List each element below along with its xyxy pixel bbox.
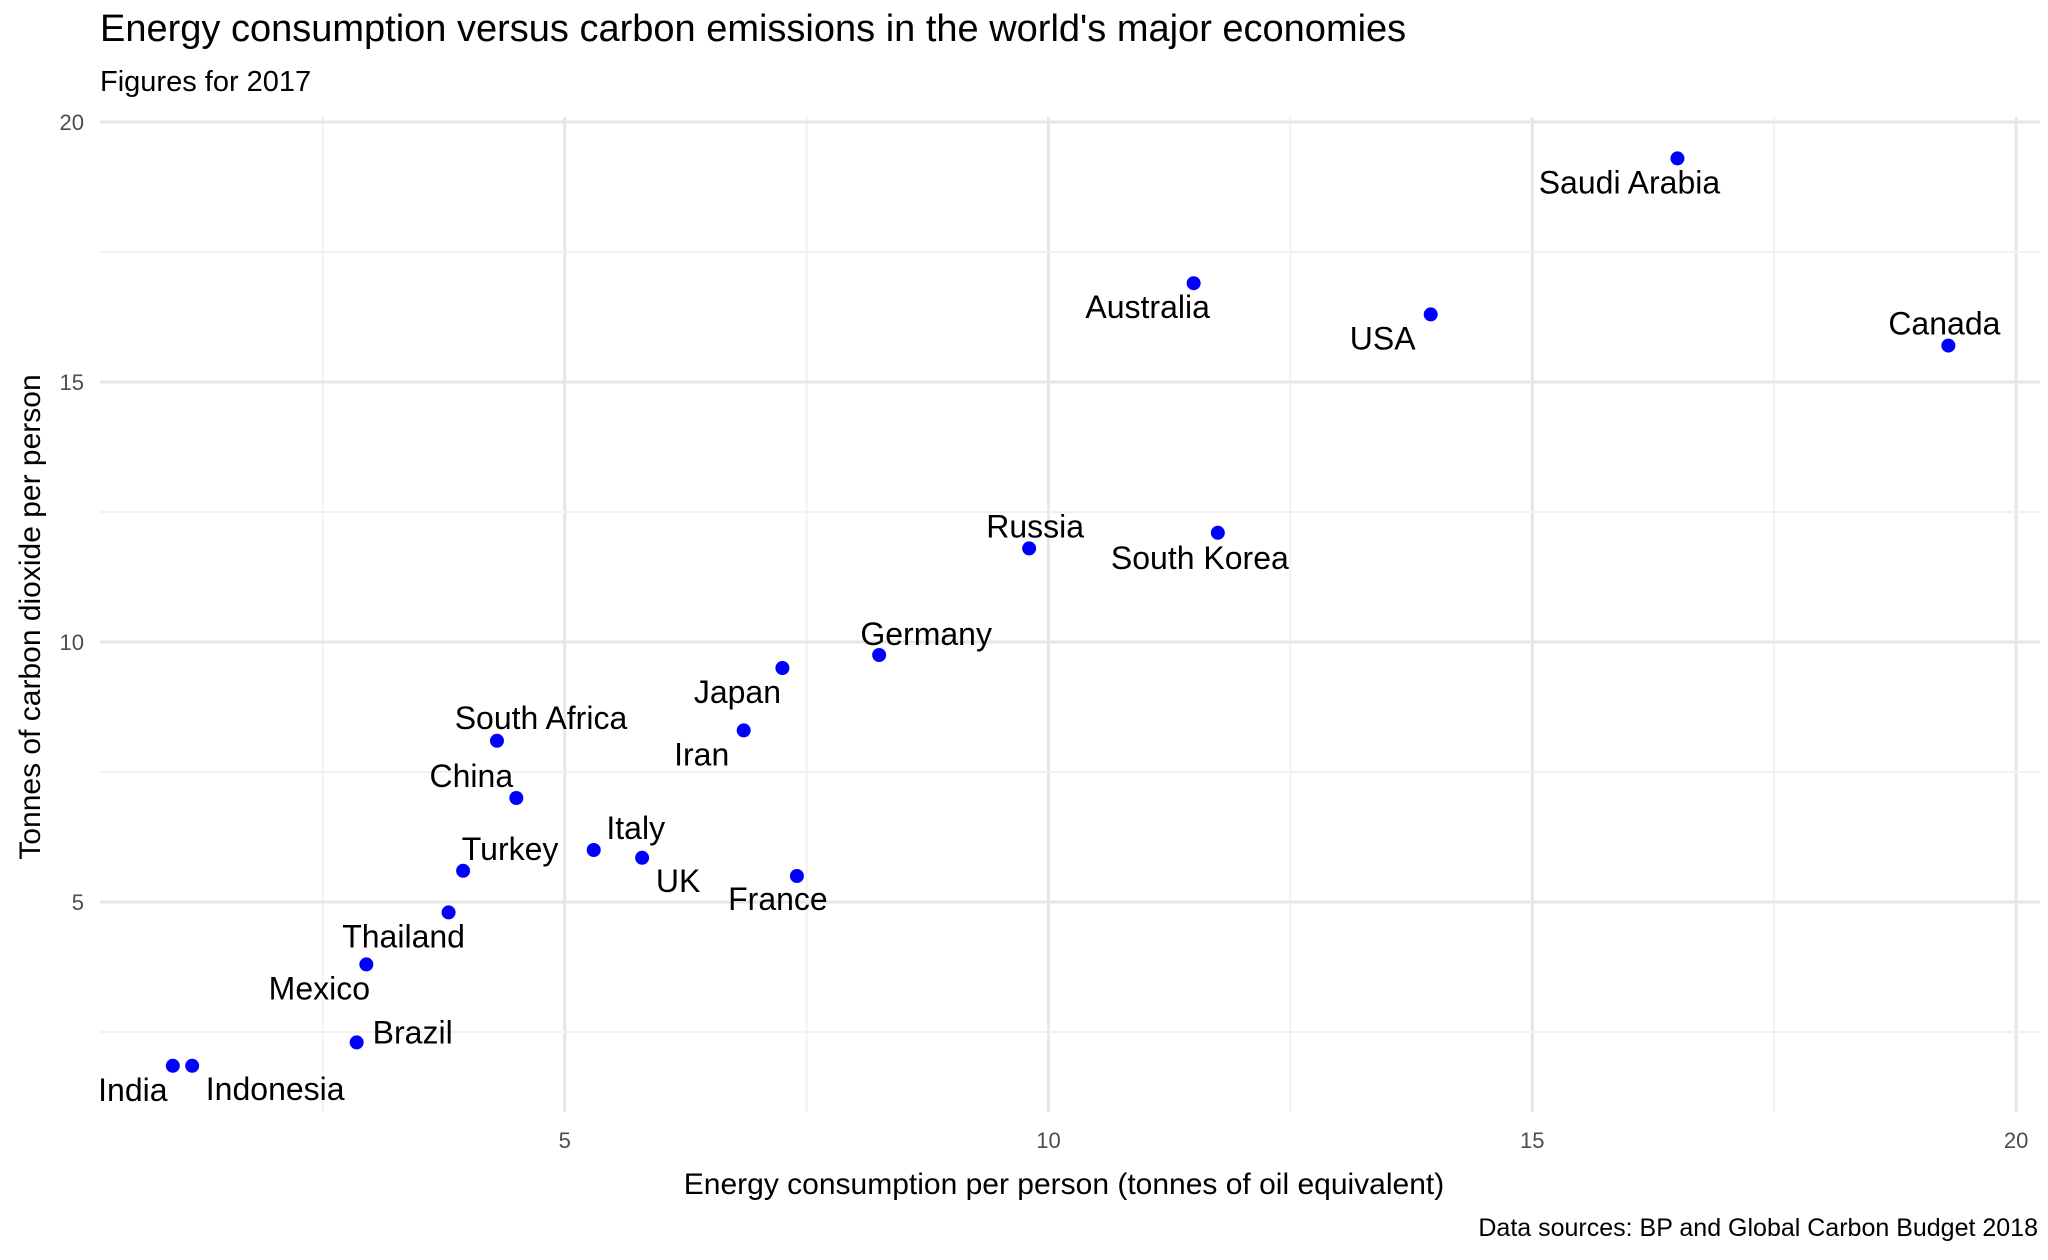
data-point <box>872 648 887 662</box>
chart-caption: Data sources: BP and Global Carbon Budge… <box>1478 1214 2038 1242</box>
data-point-label: South Korea <box>1111 540 1289 576</box>
data-point <box>775 661 790 675</box>
y-tick-label: 5 <box>72 890 84 915</box>
data-point <box>1022 541 1037 556</box>
data-point <box>736 723 751 738</box>
data-points <box>165 151 1956 1073</box>
data-point-label: South Africa <box>455 700 628 736</box>
data-point-label: Saudi Arabia <box>1539 164 1721 200</box>
data-point-label: China <box>430 758 514 794</box>
data-point-label: Turkey <box>462 831 559 867</box>
data-point <box>185 1058 200 1073</box>
data-point-label: Russia <box>986 508 1084 544</box>
data-point <box>489 733 504 748</box>
data-point <box>1186 276 1201 291</box>
data-point-label: Brazil <box>373 1014 453 1050</box>
x-tick-label: 20 <box>2004 1128 2028 1153</box>
data-point-label: Germany <box>860 616 992 652</box>
data-point <box>586 843 601 857</box>
data-point <box>509 791 524 805</box>
x-tick-label: 5 <box>559 1128 571 1153</box>
y-tick-label: 20 <box>60 110 84 135</box>
y-tick-label: 10 <box>60 630 84 655</box>
x-tick-label: 15 <box>1520 1128 1544 1153</box>
data-point-label: Italy <box>606 810 665 846</box>
data-point-label: Canada <box>1888 306 2000 342</box>
data-point-label: Indonesia <box>206 1071 345 1107</box>
chart-title: Energy consumption versus carbon emissio… <box>100 8 1407 50</box>
data-point <box>349 1035 364 1050</box>
axis-ticks: 5 10 15 20 5 10 15 20 <box>60 110 2029 1153</box>
data-point-labels: Saudi Arabia Australia USA Canada Russia Sout… <box>98 164 2000 1107</box>
data-point <box>359 957 374 972</box>
chart-subtitle: Figures for 2017 <box>100 66 312 98</box>
data-point-label: Thailand <box>342 918 465 954</box>
data-point <box>1670 151 1685 166</box>
x-axis-title: Energy consumption per person (tonnes of… <box>684 1168 1444 1201</box>
data-point-label: UK <box>656 863 700 899</box>
data-point-label: Australia <box>1085 289 1210 325</box>
data-point <box>1941 338 1956 353</box>
data-point <box>165 1058 180 1073</box>
data-point <box>1423 307 1438 322</box>
data-point <box>456 863 471 878</box>
data-point-label: Japan <box>694 674 781 710</box>
data-point <box>441 905 456 920</box>
data-point <box>635 850 650 865</box>
data-point-label: Iran <box>674 736 729 772</box>
data-point-label: India <box>98 1072 168 1108</box>
data-point-label: USA <box>1350 320 1416 356</box>
data-point-label: France <box>728 881 828 917</box>
x-tick-label: 10 <box>1036 1128 1060 1153</box>
grid-lines <box>100 117 2040 1112</box>
data-point-label: Mexico <box>269 970 370 1006</box>
y-axis-title: Tonnes of carbon dioxide per person <box>14 374 47 859</box>
data-point <box>1210 525 1225 540</box>
y-tick-label: 15 <box>60 370 84 395</box>
data-point <box>789 869 804 883</box>
